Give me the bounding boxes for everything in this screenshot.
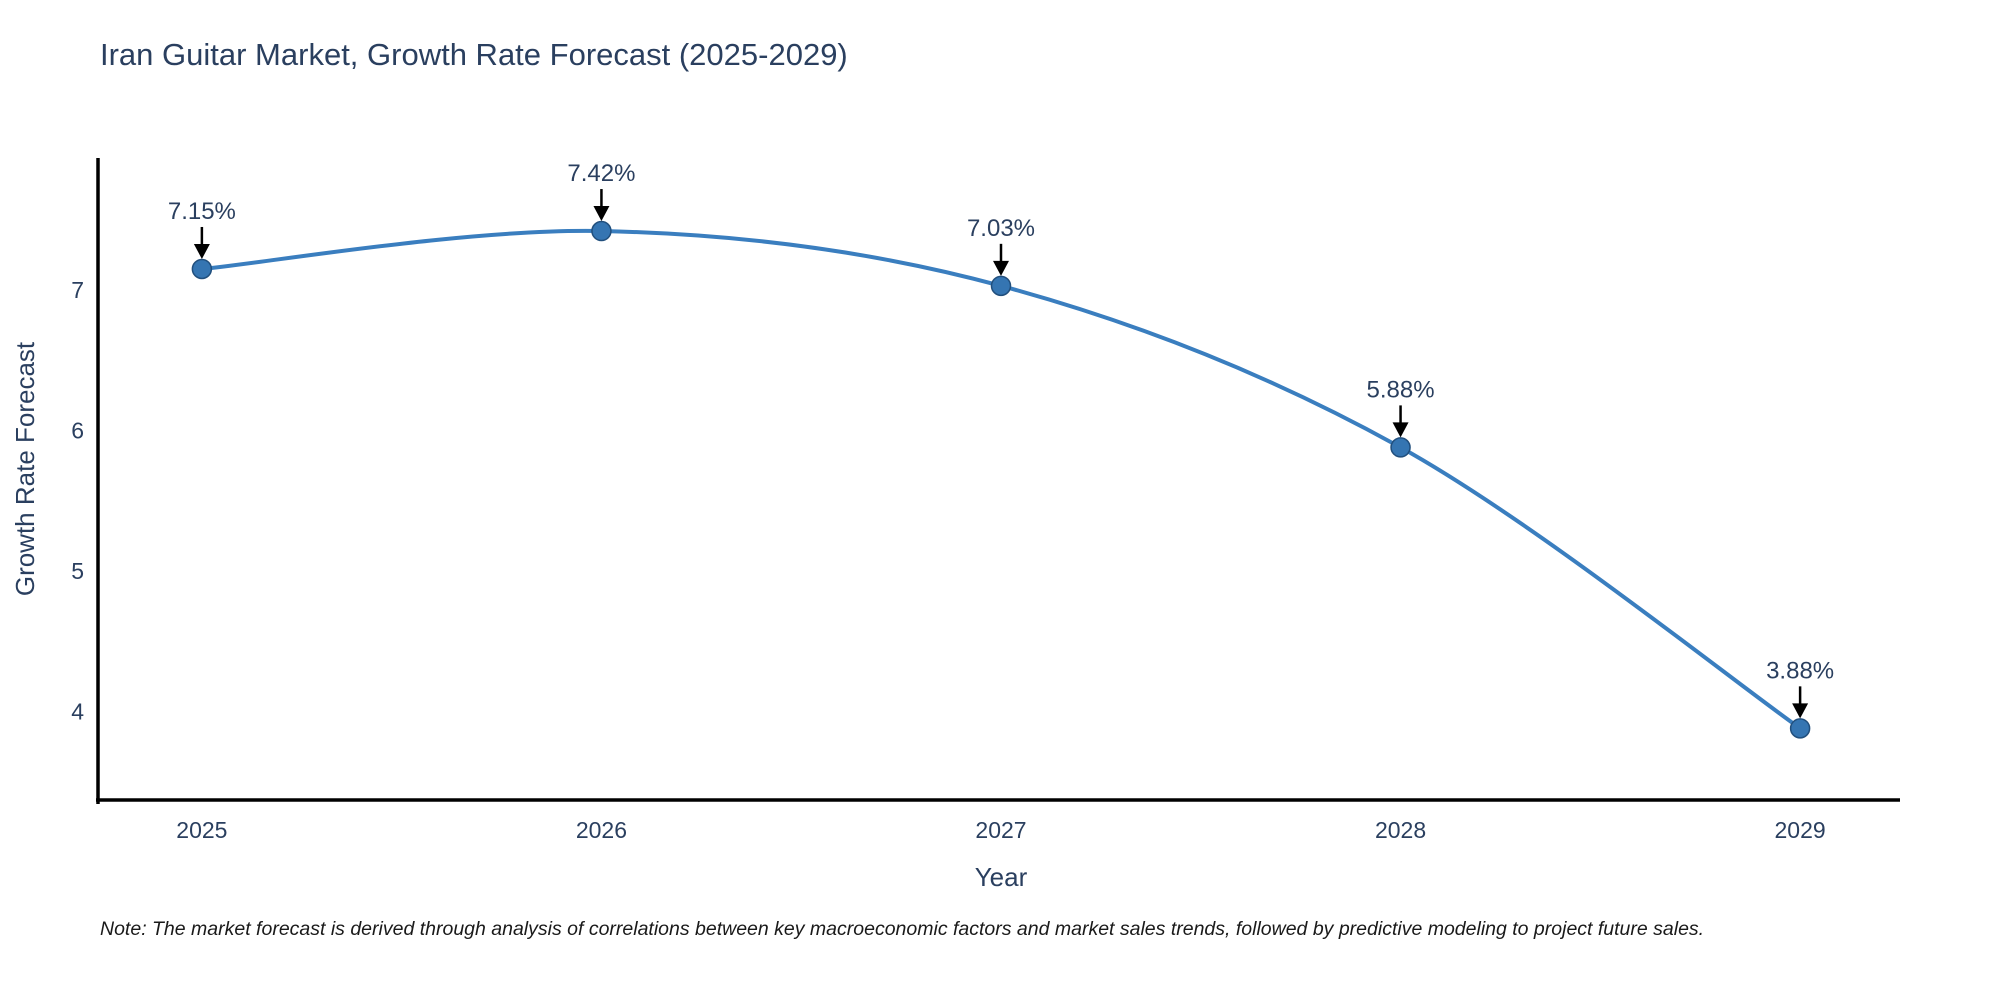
y-tick-label-4: 4 bbox=[71, 698, 84, 724]
annotation-label-2029: 3.88% bbox=[1766, 657, 1834, 684]
x-tick-label-2028: 2028 bbox=[1375, 817, 1426, 843]
y-tick-label-7: 7 bbox=[71, 277, 84, 303]
x-tick-label-2029: 2029 bbox=[1775, 817, 1826, 843]
y-tick-label-6: 6 bbox=[71, 418, 84, 444]
annotation-label-2026: 7.42% bbox=[567, 160, 635, 187]
data-point-2028 bbox=[1390, 437, 1411, 458]
annotation-arrowhead-2027 bbox=[992, 260, 1009, 276]
data-point-2025 bbox=[191, 258, 213, 280]
data-point-2027 bbox=[990, 275, 1012, 297]
data-point-2029 bbox=[1789, 718, 1811, 739]
annotation-label-2028: 5.88% bbox=[1367, 376, 1435, 403]
x-axis-title: Year bbox=[975, 862, 1028, 892]
x-tick-label-2027: 2027 bbox=[975, 817, 1026, 843]
footnote-text: Note: The market forecast is derived thr… bbox=[100, 918, 1705, 940]
y-axis-title: Growth Rate Forecast bbox=[10, 341, 40, 596]
annotation-arrowhead-2028 bbox=[1392, 422, 1409, 438]
annotation-label-2027: 7.03% bbox=[967, 215, 1035, 242]
annotation-arrowhead-2029 bbox=[1792, 703, 1809, 719]
annotation-arrowhead-2026 bbox=[593, 206, 610, 222]
annotation-label-2025: 7.15% bbox=[168, 198, 236, 225]
forecast-line bbox=[199, 228, 1803, 731]
x-tick-label-2026: 2026 bbox=[576, 817, 627, 843]
y-tick-label-5: 5 bbox=[71, 558, 84, 584]
annotation-arrowhead-2025 bbox=[193, 243, 210, 259]
data-point-2026 bbox=[591, 220, 612, 242]
x-tick-label-2025: 2025 bbox=[176, 817, 227, 843]
chart-title: Iran Guitar Market, Growth Rate Forecast… bbox=[100, 37, 848, 72]
